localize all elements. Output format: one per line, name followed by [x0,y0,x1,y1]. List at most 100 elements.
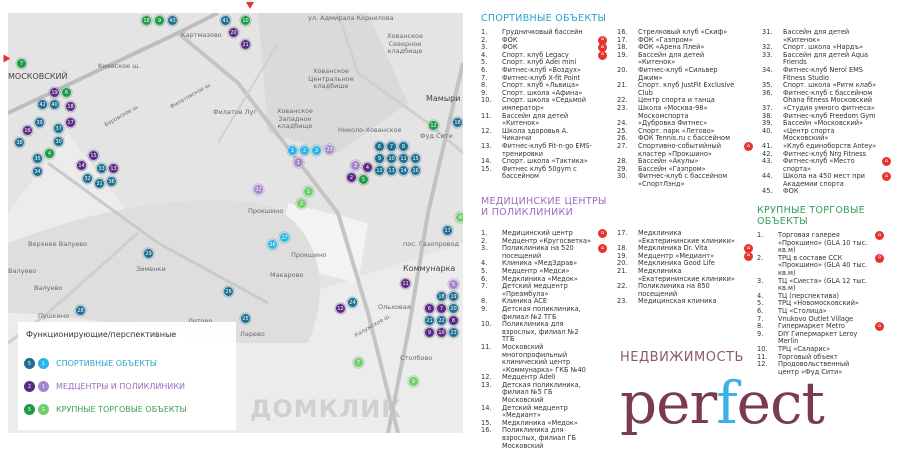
item-label: Фитнес-клуб X-fit Point [502,73,581,82]
map-marker-sport-dark[interactable]: 15 [410,153,421,164]
map-marker-shop-light[interactable]: 1 [303,186,314,197]
map-marker-sport-dark[interactable]: 29 [143,248,154,259]
map-marker-sport-light[interactable]: 26 [267,239,278,250]
map-marker-sport-dark[interactable]: 28 [75,305,86,316]
map-marker-med-light[interactable]: 1 [293,157,304,168]
map-marker-sport-dark[interactable]: 19 [448,291,459,302]
map-marker-med-dark[interactable]: 17 [65,117,76,128]
map-marker-sport-dark[interactable]: 43 [167,15,178,26]
map-marker-med-dark[interactable]: 14 [76,160,87,171]
map-marker-med-dark[interactable]: 18 [65,101,76,112]
map-marker-sport-dark[interactable]: 20 [448,303,459,314]
map-marker-shop-dark[interactable]: 7 [16,58,27,69]
map-marker-sport-dark[interactable]: 12 [374,165,385,176]
map-marker-shop-dark[interactable]: 12 [428,120,439,131]
map[interactable]: Картмазово Киевское ш. Филатов Луг МОСКОВСК… [8,13,463,433]
logo-text: ect [736,369,825,437]
list-item: 1. Медицинский центр ⌂ [481,229,607,238]
map-place-label: Пушкино [38,312,70,320]
map-marker-sport-dark[interactable]: 42 [37,99,48,110]
map-marker-sport-dark[interactable]: 11 [398,153,409,164]
item-label: Фитнес-клуб «Воздух» [502,65,581,74]
map-marker-sport-light[interactable]: 3 [311,145,322,156]
item-number: 9. [481,304,488,313]
item-label: Школа «Москва-98» Москомспорта [638,103,708,120]
map-marker-sport-dark[interactable]: 41 [220,15,231,26]
list-item: 22. Центр спорта и танца [617,97,739,105]
item-label: Медицинская клиника [638,297,717,306]
map-marker-med-dark[interactable]: 19 [49,87,60,98]
map-marker-sport-dark[interactable]: 33 [96,163,107,174]
map-marker-med-dark[interactable]: 4 [362,162,373,173]
sports-list-col3: 31. Бассейн для детей «Китенок» 32. Спорт. … [762,28,891,196]
map-marker-sport-dark[interactable]: 22 [436,315,447,326]
map-marker-shop-dark[interactable]: 5 [358,174,369,185]
map-marker-med-dark[interactable]: 16 [22,125,33,136]
map-marker-sport-dark[interactable]: 30 [53,136,64,147]
map-marker-sport-dark[interactable]: 32 [82,173,93,184]
map-marker-sport-light[interactable]: 2 [299,145,310,156]
map-marker-med-dark[interactable]: 15 [88,150,99,161]
item-label: Медцентр «Медси» [502,266,570,275]
map-marker-sport-dark[interactable]: 17 [442,225,453,236]
map-marker-sport-dark[interactable]: 7 [386,141,397,152]
map-place-label: Столбово [400,354,433,362]
map-marker-shop-light[interactable]: 9 [408,376,419,387]
map-marker-med-light[interactable]: 3 [350,160,361,171]
map-marker-med-dark[interactable]: 7 [436,303,447,314]
map-marker-shop-light[interactable]: 2 [296,198,307,209]
map-marker-sport-light[interactable]: 1 [287,145,298,156]
item-label: Клиника «МедЗдрав» [502,259,578,268]
map-marker-med-light[interactable]: 23 [324,144,335,155]
map-marker-med-dark[interactable]: 6 [424,303,435,314]
map-marker-sport-dark[interactable]: 40 [49,99,60,110]
map-marker-sport-dark[interactable]: 37 [53,123,64,134]
item-number: 2. [757,253,764,262]
map-marker-sport-light[interactable]: 27 [279,232,290,243]
item-label: ФОК «Арена Плей» [638,43,705,52]
map-marker-sport-dark[interactable]: 18 [436,291,447,302]
map-marker-sport-dark[interactable]: 31 [94,178,105,189]
map-marker-sport-dark[interactable]: 39 [34,117,45,128]
map-marker-shop-dark[interactable]: 18 [141,15,152,26]
map-marker-med-dark[interactable]: 11 [400,278,411,289]
map-marker-sport-dark[interactable]: 26 [223,286,234,297]
map-marker-shop-dark[interactable]: 4 [44,148,55,159]
map-marker-med-dark[interactable]: 9 [424,327,435,338]
map-marker-sport-dark[interactable]: 23 [448,327,459,338]
map-marker-sport-dark[interactable]: 6 [374,141,385,152]
map-marker-sport-dark[interactable]: 24 [347,297,358,308]
map-marker-med-dark[interactable]: 20 [228,27,239,38]
map-marker-shop-dark[interactable]: 10 [240,15,251,26]
map-marker-sport-dark[interactable]: 36 [106,176,117,187]
map-marker-med-dark[interactable]: 12 [335,303,346,314]
map-marker-med-dark[interactable]: 8 [448,315,459,326]
map-marker-shop-light[interactable]: 7 [353,357,364,368]
map-marker-med-light[interactable]: 5 [448,279,459,290]
map-marker-med-dark[interactable]: 10 [436,327,447,338]
marker-light-icon: 1 [38,358,49,369]
map-marker-sport-dark[interactable]: 38 [14,137,25,148]
map-marker-med-light[interactable]: 22 [253,184,264,195]
map-place-label: Прокшино [248,207,284,215]
map-marker-med-dark[interactable]: 2 [346,172,357,183]
map-marker-sport-dark[interactable]: 8 [398,141,409,152]
map-marker-sport-dark[interactable]: 25 [240,313,251,324]
list-item: 36. Фитнес-клуб с бассейном Ohana fitness… [762,89,877,105]
map-marker-sport-dark[interactable]: 9 [374,153,385,164]
map-marker-sport-dark[interactable]: 35 [32,153,43,164]
map-marker-sport-dark[interactable]: 21 [424,315,435,326]
legend-title: Функционирующие/перспективные [26,330,177,339]
map-marker-sport-dark[interactable]: 34 [32,166,43,177]
map-marker-sport-dark[interactable]: 10 [386,153,397,164]
map-marker-shop-dark[interactable]: 6 [61,87,72,98]
map-marker-sport-dark[interactable]: 13 [386,165,397,176]
map-marker-sport-dark[interactable]: 18 [452,117,463,128]
map-marker-shop-light[interactable]: 4 [455,212,463,223]
map-marker-med-dark[interactable]: 13 [108,163,119,174]
map-marker-shop-dark[interactable]: 9 [154,15,165,26]
list-item: 9. Спорт. школа «Афина» [481,89,593,98]
map-marker-sport-dark[interactable]: 16 [410,165,421,176]
map-marker-med-dark[interactable]: 21 [240,39,251,50]
map-marker-sport-dark[interactable]: 14 [398,165,409,176]
